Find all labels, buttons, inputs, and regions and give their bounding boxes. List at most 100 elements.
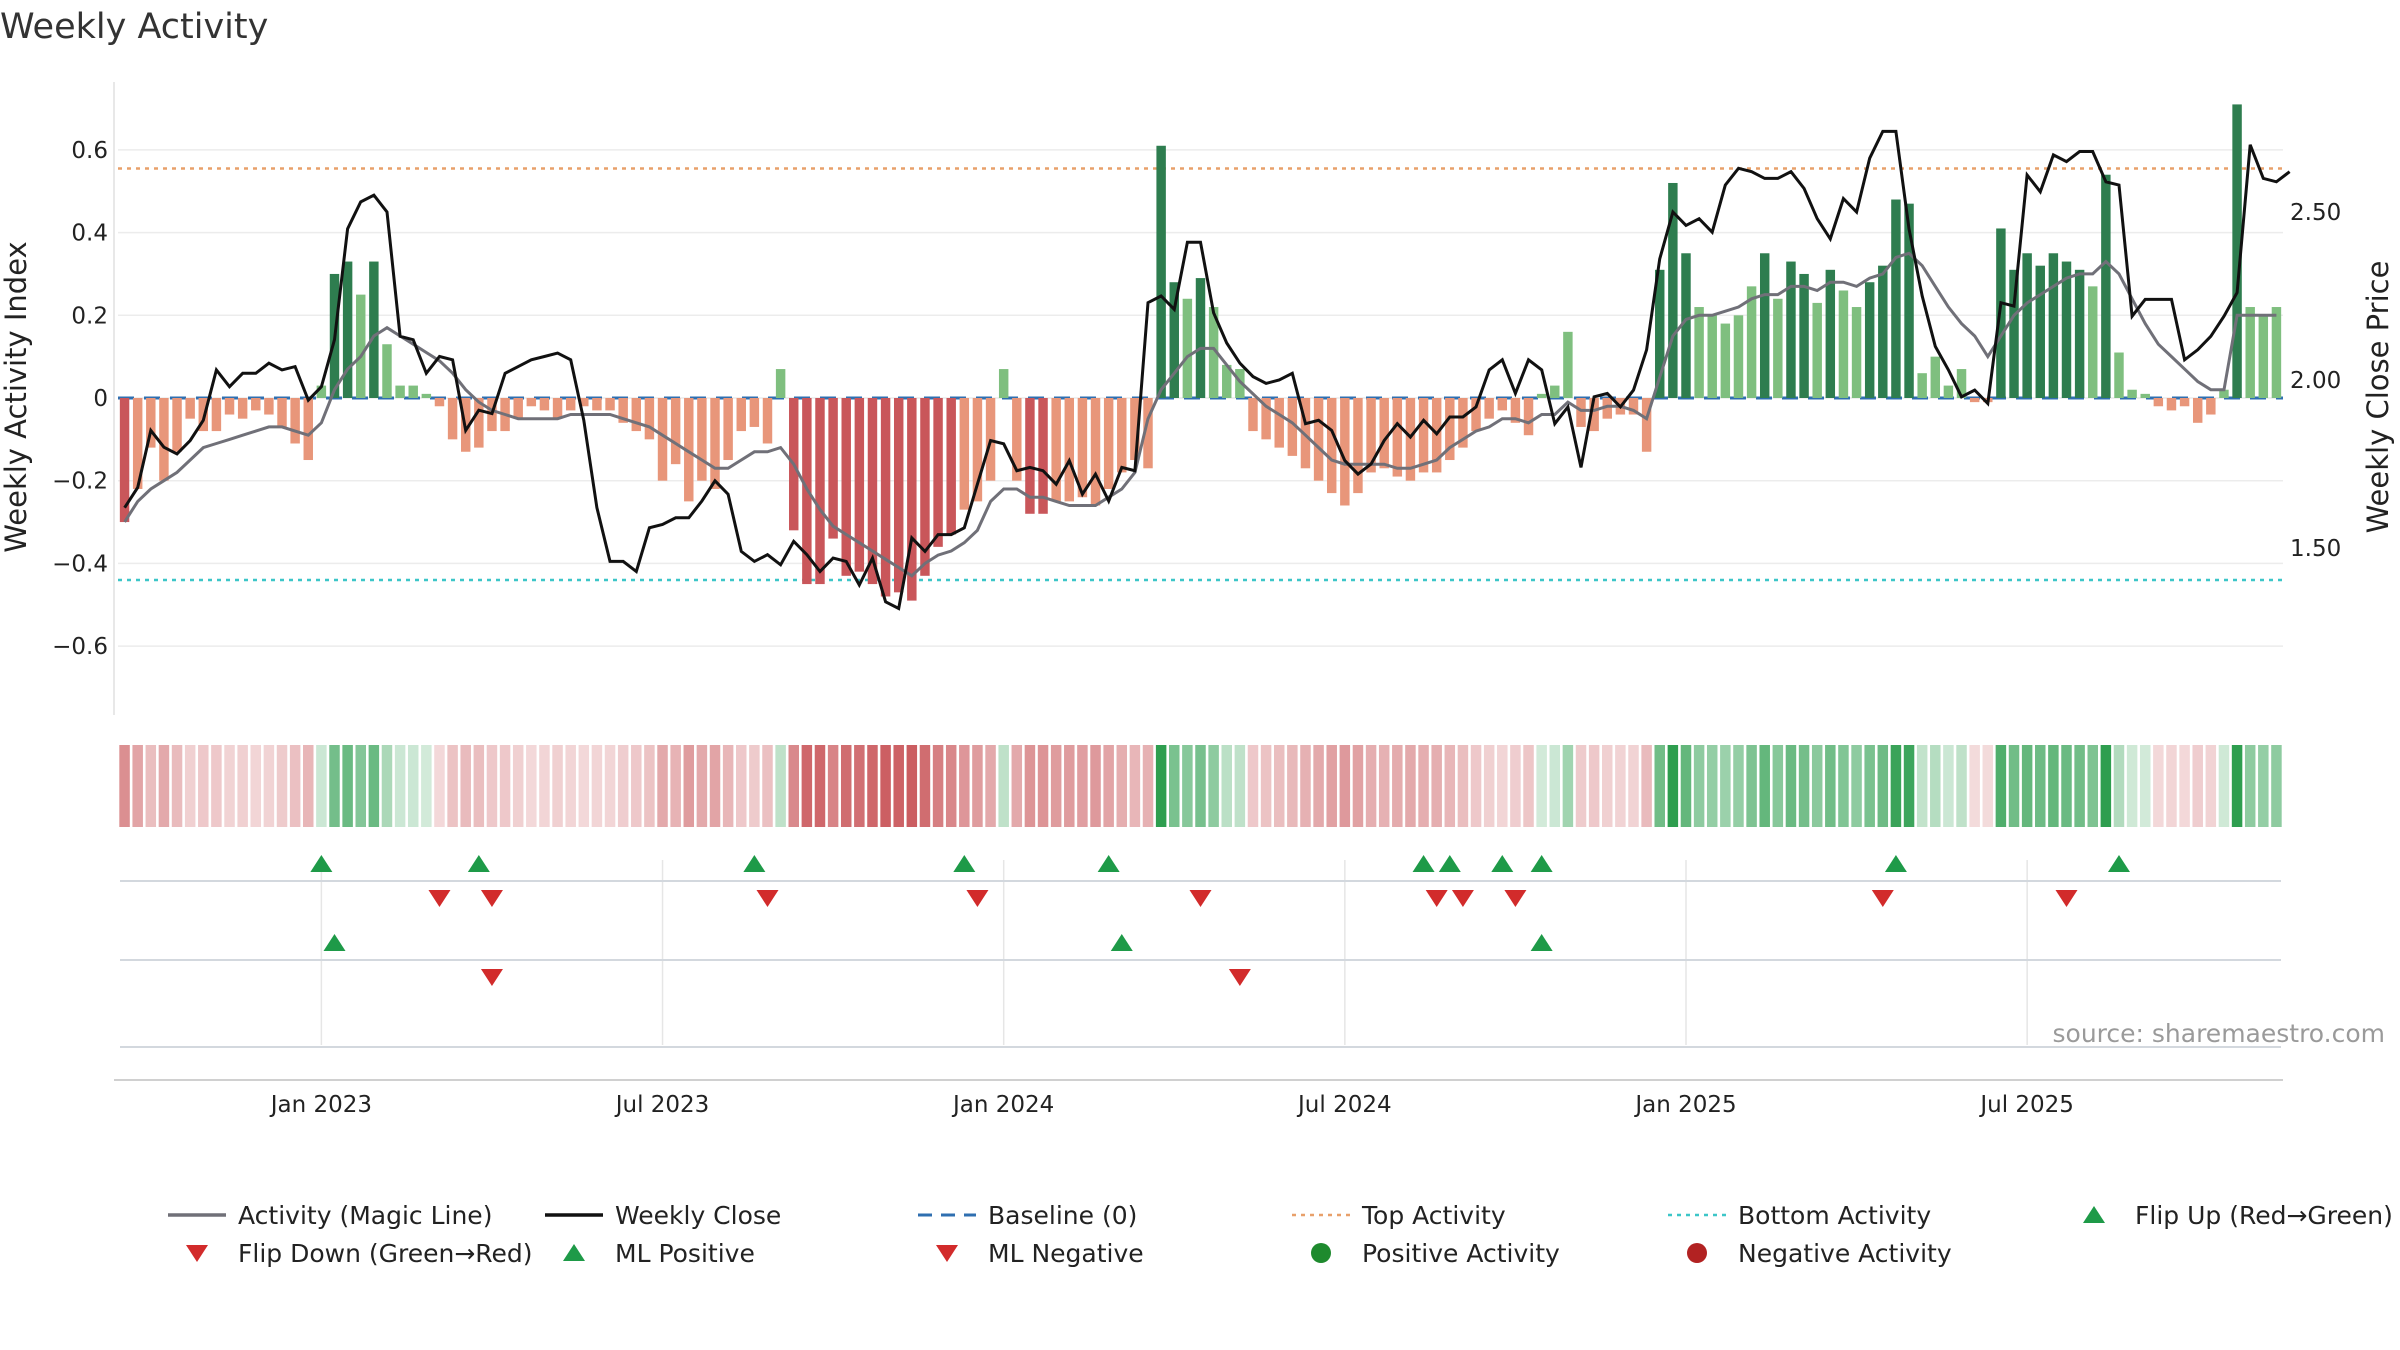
heat-cell	[473, 745, 485, 827]
heat-cell	[1182, 745, 1193, 827]
y-axis-label: Weekly Activity Index	[0, 241, 33, 552]
activity-bar	[1550, 385, 1560, 398]
activity-bar	[2074, 269, 2085, 398]
y2-tick-label: 1.50	[2290, 536, 2341, 562]
heat-cell	[1759, 745, 1770, 827]
activity-bar	[1366, 398, 1376, 473]
activity-bar	[1064, 398, 1075, 502]
activity-bar	[1668, 182, 1678, 398]
flip-up-marker	[1884, 855, 1907, 872]
heat-cell	[1142, 745, 1154, 827]
heat-cell	[1050, 745, 1062, 827]
heat-cell	[1628, 745, 1639, 827]
flip-down-marker	[756, 890, 779, 907]
activity-bar	[552, 398, 563, 419]
heat-cell	[1982, 745, 1994, 827]
heat-cell	[1405, 745, 1416, 827]
heat-cell	[158, 745, 170, 827]
activity-bar	[841, 398, 851, 576]
heat-cell	[1930, 745, 1941, 827]
heat-cell	[2126, 745, 2138, 827]
heat-cell	[145, 745, 157, 827]
flip-down-marker	[1504, 890, 1527, 907]
activity-bar	[1497, 398, 1508, 411]
activity-bar	[395, 385, 405, 398]
activity-bar	[933, 398, 943, 547]
heat-cell	[1916, 745, 1928, 827]
heat-cell	[539, 745, 550, 827]
activity-bar	[2245, 307, 2255, 398]
series-lines	[123, 129, 2291, 611]
activity-bar	[2061, 261, 2072, 398]
heat-cell	[1536, 745, 1547, 827]
flip-up-marker	[1097, 855, 1120, 872]
heat-cell	[512, 745, 524, 827]
activity-bar	[605, 398, 615, 411]
activity-bar	[736, 398, 746, 432]
activity-bar	[1641, 398, 1652, 452]
y2-tick-label: 2.00	[2290, 368, 2341, 394]
heat-cell	[1129, 745, 1141, 827]
y-tick-label: 0	[93, 386, 108, 412]
heat-cell	[604, 745, 616, 827]
activity-bar	[1943, 385, 1954, 398]
activity-bar	[251, 398, 261, 411]
heat-cell	[1680, 745, 1692, 827]
activity-bar	[1326, 398, 1337, 494]
activity-bar	[1786, 261, 1796, 398]
activity-bar	[762, 398, 773, 444]
heat-cell	[1562, 745, 1574, 827]
activity-bar	[277, 398, 287, 427]
heat-cell	[394, 745, 406, 827]
y-tick-label: 0.2	[71, 303, 108, 329]
flip-down-marker	[1425, 890, 1448, 907]
heat-cell	[1195, 745, 1206, 827]
ml-negative-marker	[1228, 969, 1251, 986]
heat-cell	[250, 745, 262, 827]
heat-cell	[1746, 745, 1757, 827]
activity-bar	[2009, 269, 2019, 398]
activity-bar	[893, 398, 904, 593]
heat-cell	[880, 745, 891, 827]
activity-bar	[775, 369, 786, 398]
activity-bar	[2271, 307, 2282, 398]
x-tick-label: Jan 2025	[1633, 1092, 1736, 1118]
heat-cell	[198, 745, 209, 827]
heat-cell	[329, 745, 340, 827]
heat-cell	[1549, 745, 1561, 827]
heat-cell	[1825, 745, 1836, 827]
heat-cell	[1326, 745, 1337, 827]
heat-cell	[1483, 745, 1495, 827]
legend-swatch-circle	[1687, 1243, 1707, 1263]
activity-bar	[1904, 203, 1914, 398]
legend-swatch-triangle-down	[186, 1245, 208, 1262]
activity-bar	[1523, 398, 1534, 436]
activity-bar	[2048, 253, 2059, 398]
heat-cell	[1903, 745, 1915, 827]
heat-cell	[1418, 745, 1429, 827]
heat-cell	[316, 745, 327, 827]
heat-cell	[1300, 745, 1311, 827]
activity-bar	[1392, 398, 1403, 477]
heat-cell	[2048, 745, 2059, 827]
heat-cell	[552, 745, 563, 827]
activity-bar	[1287, 398, 1298, 456]
activity-bar	[1274, 398, 1284, 448]
heat-cell	[985, 745, 996, 827]
activity-bar	[618, 398, 628, 423]
heat-cell	[1287, 745, 1298, 827]
heat-cell	[2061, 745, 2072, 827]
heat-cell	[775, 745, 786, 827]
activity-bar	[998, 369, 1009, 398]
y-axis-ticks: 0.6 0.4 0.2 0 −0.2 −0.4 −0.6	[52, 138, 108, 660]
heat-cell	[854, 745, 865, 827]
heat-cell	[2153, 745, 2164, 827]
activity-bar	[172, 398, 182, 452]
heat-cell	[1641, 745, 1652, 827]
activity-bar	[880, 398, 891, 597]
heat-cell	[486, 745, 498, 827]
activity-bar	[1563, 331, 1573, 398]
activity-bar	[132, 398, 143, 489]
x-tick-label: Jan 2023	[269, 1092, 372, 1118]
legend: Activity (Magic Line) Weekly Close Baselin…	[168, 1201, 2393, 1268]
